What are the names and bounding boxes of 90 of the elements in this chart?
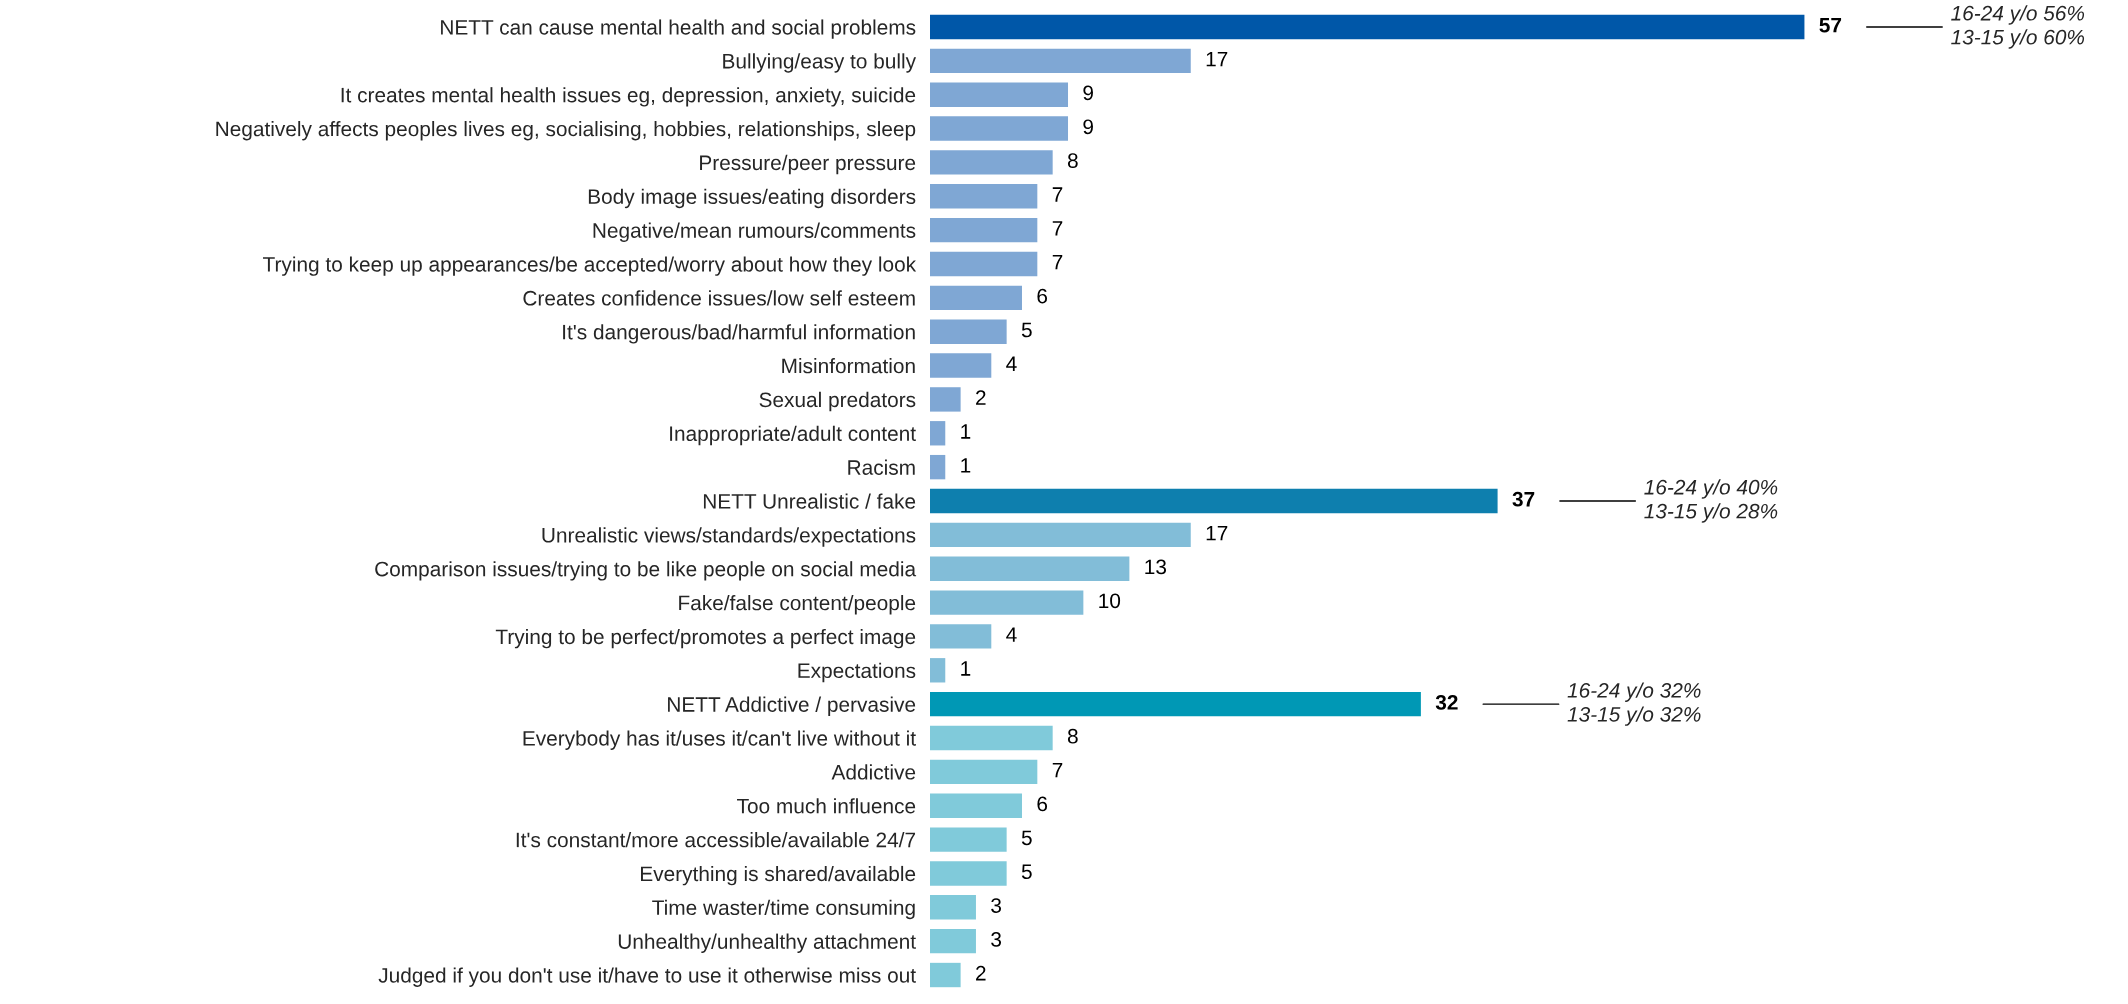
data-label: 1 [961,458,971,473]
text: 16-24 y/o 56% 13-15 y/o 60% [1951,5,2085,49]
bar [929,14,1805,40]
y-tick-label: Misinformation [782,358,915,374]
bar [929,827,1007,852]
bar [929,251,1038,277]
data-label: 2 [976,390,986,405]
data-label: 6 [1037,796,1048,812]
y-tick-label: Trying to be perfect/promotes a perfect image [495,628,916,649]
data-label: 8 [1067,153,1078,168]
bar [929,48,1191,74]
y-tick-label: NETT Addictive / pervasive [668,696,916,717]
y-tick-label: NETT can cause mental health and social problems [441,19,916,39]
y-tick-label: Bullying/easy to bully [723,53,917,73]
data-label: 8 [1067,728,1078,744]
y-tick-label: It creates mental health issues eg, depression, anxiety, suicide [341,87,916,107]
data-label: 2 [976,965,986,981]
bar [929,928,976,954]
data-label: 17 [1206,51,1228,67]
bar [929,624,992,649]
data-label: 7 [1052,187,1063,202]
y-tick-label: NETT Unrealistic / fake [703,493,916,509]
bar [929,150,1053,175]
y-tick-label: Addictive [831,764,916,780]
bar [929,454,946,480]
y-tick-label: Trying to keep up appearances/be accepted/worry about how they look [263,256,917,276]
y-tick-label: Pressure/peer pressure [700,154,916,175]
y-tick-label: It's dangerous/bad/harmful information [563,324,915,344]
data-label: 37 [1512,491,1535,507]
data-label: 13 [1145,559,1167,575]
data-label: 5 [1021,322,1032,338]
y-tick-label: It's constant/more accessible/available 24/7 [516,832,916,848]
bar [929,691,1421,717]
bar [929,184,1038,209]
bar [929,488,1498,514]
data-label: 1 [961,661,971,676]
annotation: 16-24 y/o 32% 13-15 y/o 32% [1567,682,1701,726]
data-label: 32 [1435,694,1458,710]
data-label: 3 [991,898,1002,913]
y-tick-label: Negative/mean rumours/comments [593,222,916,242]
bar [929,285,1022,311]
y-tick-label: Negatively affects peoples lives eg, socialising, hobbies, relationships, sleep [216,121,916,141]
data-label: 7 [1052,762,1063,778]
bar [929,421,946,446]
y-tick-label: Everything is shared/available [641,865,916,886]
data-label: 7 [1052,255,1063,270]
bar [929,556,1130,581]
y-tick-label: Fake/false content/people [679,595,916,615]
y-tick-label: Racism [848,459,915,475]
bar [929,116,1069,141]
y-tick-label: Time waster/time consuming [652,899,915,920]
data-label: 10 [1099,593,1121,609]
data-label: 3 [991,932,1002,947]
bar [929,387,961,412]
bar [929,590,1084,615]
bar [929,861,1007,886]
data-label: 6 [1037,288,1048,304]
data-label: 1 [961,424,971,439]
y-tick-label: Comparison issues/trying to be like people on social media [375,561,917,581]
bar [929,658,946,683]
bar [929,353,992,378]
y-tick-label: Unhealthy/unhealthy attachment [618,933,916,954]
bar [929,793,1022,818]
y-tick-label: Expectations [798,662,916,683]
y-tick-label: Body image issues/eating disorders [588,188,916,209]
y-tick-label: Unrealistic views/standards/expectations [542,527,916,547]
bar [929,962,961,988]
data-label: 9 [1083,85,1093,101]
data-label: 7 [1052,221,1063,236]
y-tick-label: Judged if you don't use it/have to use it otherwise miss out [378,967,916,987]
bar [929,895,976,920]
data-label: 17 [1206,525,1228,541]
data-label: 5 [1021,830,1032,846]
data-label: 4 [1006,627,1017,642]
bar [929,759,1038,785]
y-tick-label: Inappropriate/adult content [670,425,916,446]
annotation: 16-24 y/o 40% 13-15 y/o 28% [1644,479,1778,523]
bar [929,82,1069,107]
bar [929,319,1007,344]
bar [929,522,1191,548]
data-label: 4 [1006,356,1017,371]
data-label: 5 [1021,864,1032,880]
data-label: 57 [1819,18,1842,33]
y-tick-label: Sexual predators [759,391,916,412]
y-tick-label: Everybody has it/uses it/can't live without it [523,730,916,750]
data-label: 9 [1083,119,1093,135]
bar [929,217,1038,243]
y-tick-label: Creates confidence issues/low self esteem [523,290,915,306]
bar [929,725,1053,751]
y-tick-label: Too much influence [737,798,916,814]
